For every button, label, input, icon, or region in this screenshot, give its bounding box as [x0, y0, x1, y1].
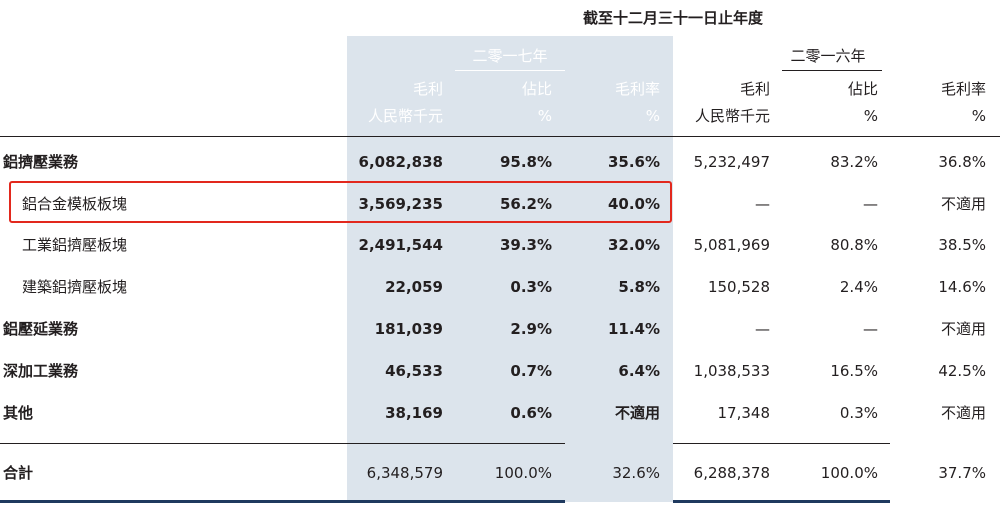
cell-margin-2016: 38.5%: [938, 236, 986, 254]
bottom-rule-right: [673, 500, 890, 503]
cell-margin-2017: 6.4%: [618, 362, 660, 380]
row-label: 其他: [3, 404, 34, 422]
cell-gross-profit-2016: 1,038,533: [693, 362, 770, 380]
header-rule: [0, 136, 1000, 137]
cell-margin-2016: 不適用: [940, 404, 986, 422]
cell-share-2017: 0.3%: [510, 278, 552, 296]
cell-share-2016: 83.2%: [830, 153, 878, 171]
cell-gross-profit-2016: 150,528: [707, 278, 770, 296]
total-label: 合計: [3, 464, 34, 482]
cell-share-2016: 80.8%: [830, 236, 878, 254]
cell-margin-2016: 14.6%: [938, 278, 986, 296]
year-2017-heading: 二零一七年: [472, 47, 548, 65]
cell-share-2016: 16.5%: [830, 362, 878, 380]
cell-gross-profit-2017: 38,169: [385, 404, 443, 422]
col-header-share-2017-unit: %: [537, 107, 552, 125]
cell-share-2016: 0.3%: [839, 404, 878, 422]
cell-margin-2016: 36.8%: [938, 153, 986, 171]
col-header-gross-profit-2017-unit: 人民幣千元: [367, 107, 443, 125]
col-header-margin-2016: 毛利率: [940, 80, 986, 98]
cell-share-2017: 2.9%: [510, 320, 552, 338]
cell-share-2017: 0.7%: [510, 362, 552, 380]
cell-margin-2017: 40.0%: [607, 195, 660, 213]
cell-margin-2016: 不適用: [940, 320, 986, 338]
period-title: 截至十二月三十一日止年度: [582, 9, 763, 27]
cell-margin-2017: 32.0%: [607, 236, 660, 254]
cell-gross-profit-2016: 5,081,969: [693, 236, 770, 254]
total-gross-profit-2016: 6,288,378: [693, 464, 770, 482]
col-header-gross-profit-2017: 毛利: [412, 80, 443, 98]
highlight-column-2017: [347, 36, 673, 502]
cell-margin-2017: 11.4%: [607, 320, 660, 338]
cell-gross-profit-2017: 3,569,235: [358, 195, 443, 213]
cell-share-2016: —: [863, 195, 878, 213]
row-label: 工業鋁擠壓板塊: [22, 236, 128, 254]
cell-margin-2017: 5.8%: [618, 278, 660, 296]
cell-margin-2017: 不適用: [614, 404, 660, 422]
col-header-margin-2017-unit: %: [645, 107, 660, 125]
total-share-2016: 100.0%: [820, 464, 878, 482]
cell-margin-2016: 42.5%: [938, 362, 986, 380]
bottom-rule-left: [0, 500, 565, 503]
cell-share-2017: 39.3%: [499, 236, 552, 254]
row-label: 鋁壓延業務: [3, 320, 79, 338]
year-2016-heading: 二零一六年: [790, 47, 866, 65]
row-label: 鋁擠壓業務: [3, 153, 79, 171]
total-gross-profit-2017: 6,348,579: [366, 464, 443, 482]
year-2017-rule: [455, 70, 565, 71]
subtotal-rule-left: [0, 443, 565, 444]
row-label: 深加工業務: [3, 362, 79, 380]
cell-gross-profit-2017: 22,059: [385, 278, 443, 296]
cell-gross-profit-2016: —: [755, 320, 770, 338]
col-header-margin-2017: 毛利率: [614, 80, 660, 98]
cell-share-2017: 56.2%: [499, 195, 552, 213]
cell-gross-profit-2016: 5,232,497: [693, 153, 770, 171]
cell-margin-2016: 不適用: [940, 195, 986, 213]
subtotal-rule-right: [673, 443, 890, 444]
cell-gross-profit-2017: 2,491,544: [358, 236, 443, 254]
col-header-share-2016: 佔比: [847, 80, 878, 98]
cell-gross-profit-2016: —: [755, 195, 770, 213]
cell-gross-profit-2016: 17,348: [717, 404, 771, 422]
cell-gross-profit-2017: 46,533: [385, 362, 443, 380]
cell-margin-2017: 35.6%: [607, 153, 660, 171]
highlight-box: [9, 181, 672, 223]
row-label: 建築鋁擠壓板塊: [22, 278, 128, 296]
row-label: 鋁合金模板板塊: [22, 195, 128, 213]
cell-gross-profit-2017: 6,082,838: [358, 153, 443, 171]
total-margin-2017: 32.6%: [612, 464, 660, 482]
col-header-gross-profit-2016: 毛利: [739, 80, 770, 98]
col-header-margin-2016-unit: %: [971, 107, 986, 125]
col-header-gross-profit-2016-unit: 人民幣千元: [694, 107, 770, 125]
year-2016-rule: [782, 70, 882, 71]
col-header-share-2016-unit: %: [863, 107, 878, 125]
cell-share-2017: 0.6%: [510, 404, 552, 422]
cell-share-2016: 2.4%: [839, 278, 878, 296]
cell-gross-profit-2017: 181,039: [374, 320, 443, 338]
total-margin-2016: 37.7%: [938, 464, 986, 482]
cell-share-2017: 95.8%: [499, 153, 552, 171]
col-header-share-2017: 佔比: [521, 80, 552, 98]
cell-share-2016: —: [863, 320, 878, 338]
total-share-2017: 100.0%: [494, 464, 552, 482]
